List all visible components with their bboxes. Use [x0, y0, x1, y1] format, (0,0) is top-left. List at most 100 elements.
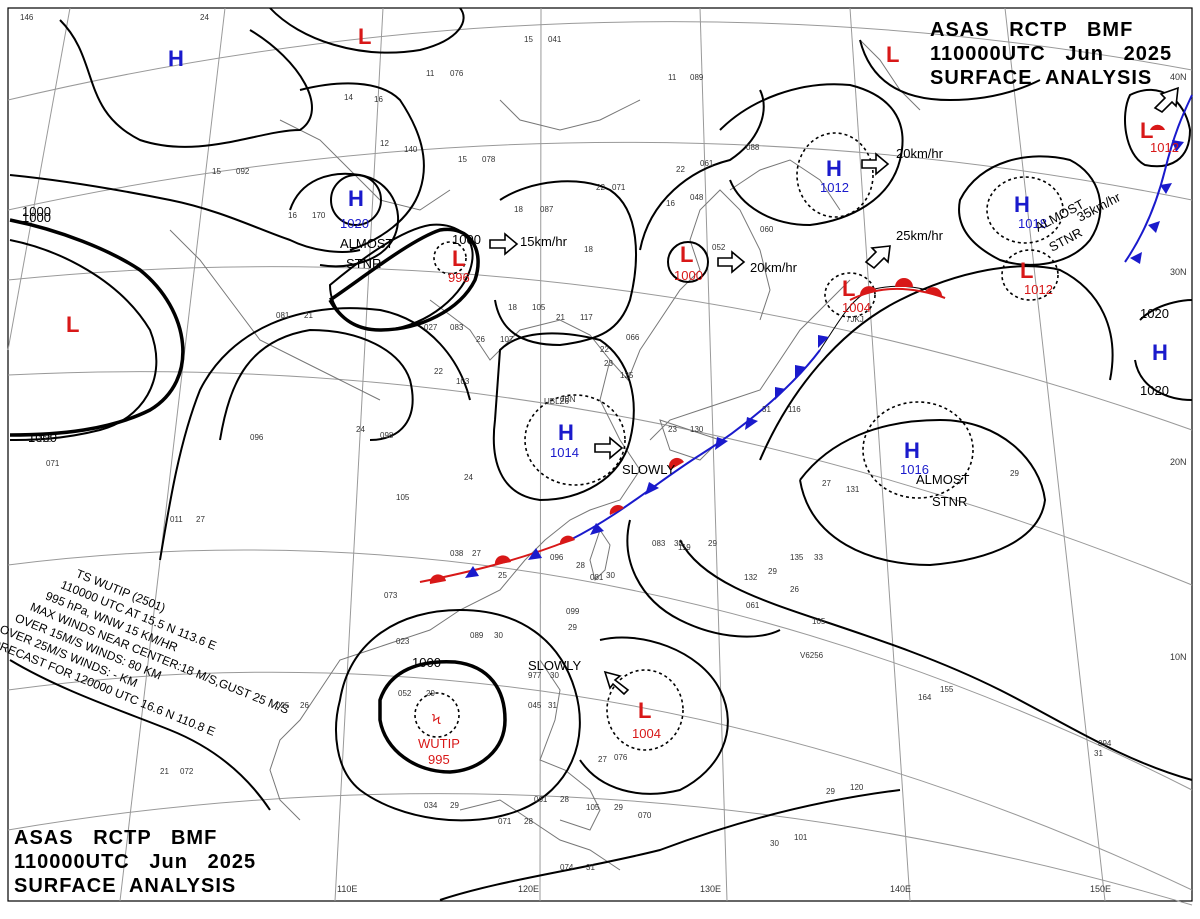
high-pressure-center: H [1152, 340, 1168, 365]
station-value: 29 [826, 787, 835, 796]
motion-label: 15km/hr [520, 234, 568, 249]
low-pressure-center: L 1000 [667, 241, 709, 283]
station-value: 052 [398, 689, 412, 698]
station-value: 060 [760, 225, 774, 234]
station-value: 24 [200, 13, 209, 22]
station-value: 977 [528, 671, 542, 680]
station-value: 101 [794, 833, 808, 842]
station-value: 29 [708, 539, 717, 548]
station-value: 071 [612, 183, 626, 192]
station-value: 170 [312, 211, 326, 220]
station-value: 105 [532, 303, 546, 312]
station-value: 30 [494, 631, 503, 640]
station-value: 105 [586, 803, 600, 812]
station-value: 072 [180, 767, 194, 776]
lat-label: 30N [1170, 267, 1187, 277]
station-value: 27 [472, 549, 481, 558]
station-value: 15 [212, 167, 221, 176]
motion-arrows [489, 86, 1179, 696]
lat-label: 40N [1170, 72, 1187, 82]
header-top-line1: ASAS RCTP BMF [930, 19, 1133, 41]
isobar-label: 1000 [452, 232, 481, 247]
station-value: 27 [598, 755, 607, 764]
station-value: 26 [476, 335, 485, 344]
station-value: 21 [304, 311, 313, 320]
typhoon-pressure: 995 [428, 752, 450, 767]
station-value: 099 [566, 607, 580, 616]
motion-label: 25km/hr [896, 228, 944, 243]
high-symbol: H [558, 420, 574, 445]
station-value: 096 [550, 553, 564, 562]
station-value: 048 [690, 193, 704, 202]
station-value: 083 [450, 323, 464, 332]
station-value: 12 [380, 139, 389, 148]
station-value: 31 [548, 701, 557, 710]
station-value: 078 [482, 155, 496, 164]
station-value: 023 [396, 637, 410, 646]
low-pressure-value: 1004 [632, 726, 661, 741]
station-value: 18 [584, 245, 593, 254]
cold-front-ne [1124, 94, 1193, 264]
isobar-label: 1000 [22, 204, 51, 219]
station-value: V6256 [800, 651, 824, 660]
station-value: 16 [666, 199, 675, 208]
station-value: 081 [590, 573, 604, 582]
station-value: 119 [678, 543, 691, 552]
station-value: 034 [424, 801, 438, 810]
station-value: 18 [508, 303, 517, 312]
station-value: 092 [236, 167, 250, 176]
station-value: 30 [606, 571, 615, 580]
header-top: ASAS RCTP BMF 110000UTC Jun 2025 SURFACE… [930, 19, 1171, 89]
station-value: 29 [450, 801, 459, 810]
station-value: 125 [620, 371, 634, 380]
station-value: 132 [744, 573, 758, 582]
coordinate-labels: 110E 120E 130E 140E 150E 40N 30N 20N 10N [337, 72, 1187, 894]
station-value: 076 [614, 753, 628, 762]
station-value: 025 [276, 701, 290, 710]
station-value: 027 [424, 323, 438, 332]
header-bottom-line2: 110000UTC Jun 2025 [14, 851, 256, 873]
station-value: 130 [690, 425, 704, 434]
station-value: 107 [500, 335, 514, 344]
station-value: 26 [790, 585, 799, 594]
station-value: 146 [20, 13, 34, 22]
station-value: 22 [600, 345, 609, 354]
station-value: 096 [250, 433, 264, 442]
station-value: 073 [384, 591, 398, 600]
low-pressure-value: 1000 [674, 268, 703, 283]
station-value: 103 [456, 377, 470, 386]
station-value: 0BN [560, 395, 576, 404]
station-value: 25 [498, 571, 507, 580]
station-value: 088 [746, 143, 760, 152]
low-pressure-center: L [358, 24, 371, 49]
high-pressure-center: H 1014 [550, 420, 579, 460]
stationary-front [419, 278, 946, 584]
lon-label: 150E [1090, 884, 1111, 894]
station-value: 105 [396, 493, 410, 502]
station-value: 23 [668, 425, 677, 434]
station-value: 23 [604, 359, 613, 368]
lon-label: 110E [337, 884, 357, 894]
station-value: 074 [560, 863, 574, 872]
station-value: 164 [918, 693, 932, 702]
header-bottom-line1: ASAS RCTP BMF [14, 827, 217, 849]
isobar-labels: 1000 1000 1000 1000 1000 1020 1020 [22, 204, 1169, 670]
station-value: 30 [674, 539, 683, 548]
motion-label: 20km/hr [896, 146, 944, 161]
station-value: 140 [404, 145, 418, 154]
high-symbol: H [1152, 340, 1168, 365]
station-value: 33 [814, 553, 823, 562]
low-pressure-center: L [886, 42, 899, 67]
high-pressure-center: H 1020 [330, 174, 382, 231]
station-value: 29 [1010, 469, 1019, 478]
high-pressure-center: H 1016 [900, 438, 929, 477]
station-plots: 15 041 11 076 14 16 12 140 15 078 15 092 16 170 18 087 2… [20, 13, 1112, 872]
station-value: 15 [524, 35, 533, 44]
high-symbol: H [826, 156, 842, 181]
station-value: 071 [498, 817, 512, 826]
lon-label: 140E [890, 884, 911, 894]
station-value: 089 [690, 73, 704, 82]
station-value: 131 [846, 485, 860, 494]
station-value: 21 [160, 767, 169, 776]
